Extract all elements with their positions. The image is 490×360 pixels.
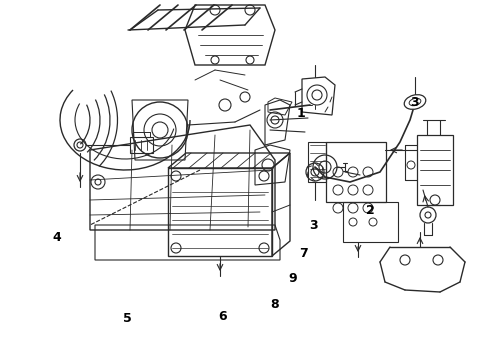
Text: 8: 8 — [270, 298, 279, 311]
Text: 4: 4 — [52, 231, 61, 244]
Text: 3: 3 — [410, 96, 418, 109]
Text: 3: 3 — [309, 219, 318, 231]
Text: 5: 5 — [123, 312, 132, 325]
Text: 1: 1 — [297, 107, 306, 120]
Text: 2: 2 — [366, 204, 374, 217]
Text: 6: 6 — [219, 310, 227, 323]
Text: 9: 9 — [289, 273, 297, 285]
Text: 7: 7 — [299, 247, 308, 260]
